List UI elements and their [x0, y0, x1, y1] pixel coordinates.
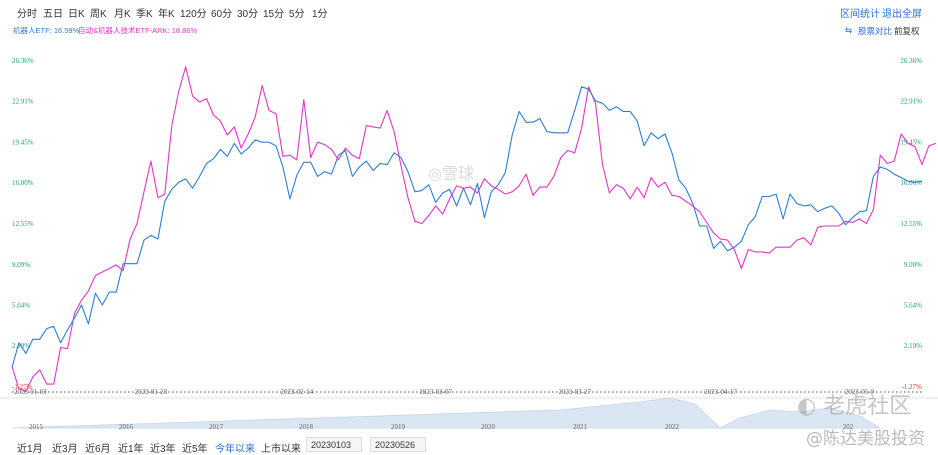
range-3m[interactable]: 近3月	[52, 444, 78, 455]
legend-entry-ark-etf: 自动&机器人技术ETF-ARK: 18.86%	[78, 26, 198, 35]
series-line-robot-etf	[11, 86, 923, 368]
period-tab-60min[interactable]: 60分	[211, 9, 233, 20]
period-tab-intraday[interactable]: 分时	[17, 9, 37, 20]
x-axis-ticks: 2023-01-03 2023-01-23 2023-02-14 2023-03-07…	[14, 388, 875, 396]
y-tick-label-right: 19.45%	[900, 139, 922, 147]
y-tick-label-left: 12.55%	[12, 220, 34, 228]
navigator-year-label: 2015	[29, 423, 44, 431]
y-tick-label-left: 22.91%	[12, 98, 34, 106]
navigator-year-label: 2018	[299, 423, 314, 431]
range-since-listing[interactable]: 上市以来	[261, 444, 301, 455]
x-tick-label: 2023-01-03	[14, 388, 47, 396]
xueqiu-logo-icon: ◎	[428, 164, 442, 183]
period-tab-5day[interactable]: 五日	[43, 9, 63, 20]
period-tab-daily[interactable]: 日K	[68, 9, 85, 20]
author-watermark: @陈达美股投资	[806, 429, 925, 449]
xueqiu-watermark-text: 雪球	[441, 164, 474, 183]
chart-series	[11, 66, 937, 392]
navigator-year-label: 202	[843, 423, 854, 431]
xueqiu-watermark: ◎雪球	[428, 160, 474, 184]
navigator-year-label: 2019	[391, 423, 406, 431]
x-tick-label: 2023-02-14	[280, 388, 313, 396]
series-line-ark-etf	[11, 66, 937, 392]
stock-compare-button[interactable]: 股票对比	[858, 26, 893, 36]
adjust-mode-button[interactable]: 前复权	[894, 26, 920, 36]
navigator-year-label: 2021	[573, 423, 588, 431]
y-axis-ticks: 26.36% 26.36% 22.91% 22.91% 19.45% 19.45% 16.0…	[12, 57, 922, 391]
range-1m[interactable]: 近1月	[17, 444, 43, 455]
navigator-year-label: 2016	[119, 423, 134, 431]
y-tick-label-right: 26.36%	[900, 57, 922, 65]
range-3y[interactable]: 近3年	[150, 444, 176, 455]
x-tick-label: 2023-05-0	[845, 388, 875, 396]
period-tab-15min[interactable]: 15分	[263, 9, 285, 20]
range-bar: 近1月 近3月 近6月 近1年 近3年 近5年 今年以来 上市以来	[0, 437, 938, 455]
range-stats-button[interactable]: 区间统计	[840, 9, 880, 20]
period-tab-5min[interactable]: 5分	[289, 9, 305, 20]
period-tab-120min[interactable]: 120分	[180, 9, 207, 20]
period-tab-weekly[interactable]: 周K	[90, 9, 107, 20]
period-tab-quarterly[interactable]: 季K	[136, 9, 153, 20]
x-tick-label: 2023-01-23	[135, 388, 168, 396]
period-tab-monthly[interactable]: 月K	[114, 9, 131, 20]
x-tick-label: 2023-03-07	[419, 388, 452, 396]
compare-icon[interactable]: ⇆	[845, 25, 853, 35]
legend-entry-robot-etf: 机器人ETF: 16.59%	[13, 26, 80, 35]
y-tick-label-right: 2.19%	[904, 342, 922, 350]
y-tick-label-right: -1.27%	[902, 383, 923, 391]
y-tick-label-left: 16.00%	[12, 179, 34, 187]
period-tab-30min[interactable]: 30分	[237, 9, 259, 20]
range-6m[interactable]: 近6月	[85, 444, 111, 455]
y-tick-label-left: 9.09%	[12, 261, 30, 269]
range-1y[interactable]: 近1年	[118, 444, 144, 455]
x-tick-label: 2023-04-17	[704, 388, 737, 396]
y-tick-label-right: 12.55%	[900, 220, 922, 228]
x-tick-label: 2023-03-27	[558, 388, 591, 396]
time-navigator: 2015 2016 2017 2018 2019 2020 2021 2022 202	[0, 397, 938, 431]
end-date-input[interactable]	[370, 437, 426, 452]
navigator-area-recent[interactable]	[719, 407, 882, 429]
period-tab-yearly[interactable]: 年K	[158, 9, 175, 20]
start-date-input[interactable]	[306, 437, 362, 452]
y-tick-label-left: 19.45%	[12, 139, 34, 147]
tiger-logo-icon: ◐	[797, 394, 817, 419]
y-tick-label-left: -1.27%	[12, 383, 33, 391]
y-tick-label-right: 16.00%	[900, 179, 922, 187]
y-tick-label-right: 22.91%	[900, 98, 922, 106]
navigator-year-label: 2022	[665, 423, 680, 431]
period-tab-1min[interactable]: 1分	[312, 9, 328, 20]
tiger-community-watermark: ◐ 老虎社区	[797, 388, 911, 420]
y-tick-label-right: 5.64%	[904, 301, 922, 309]
y-tick-label-right: 9.09%	[904, 261, 922, 269]
y-tick-label-left: 5.64%	[12, 301, 30, 309]
navigator-year-label: 2017	[209, 423, 224, 431]
navigator-year-label: 2020	[481, 423, 496, 431]
range-ytd[interactable]: 今年以来	[215, 444, 255, 455]
range-5y[interactable]: 近5年	[182, 444, 208, 455]
period-toolbar: 分时 五日 日K 周K 月K 季K 年K 120分 60分 30分 15分 5分…	[0, 0, 938, 24]
tiger-watermark-text: 老虎社区	[823, 394, 912, 419]
y-tick-label-left: 26.36%	[12, 57, 34, 65]
exit-fullscreen-button[interactable]: 退出全屏	[882, 9, 922, 20]
